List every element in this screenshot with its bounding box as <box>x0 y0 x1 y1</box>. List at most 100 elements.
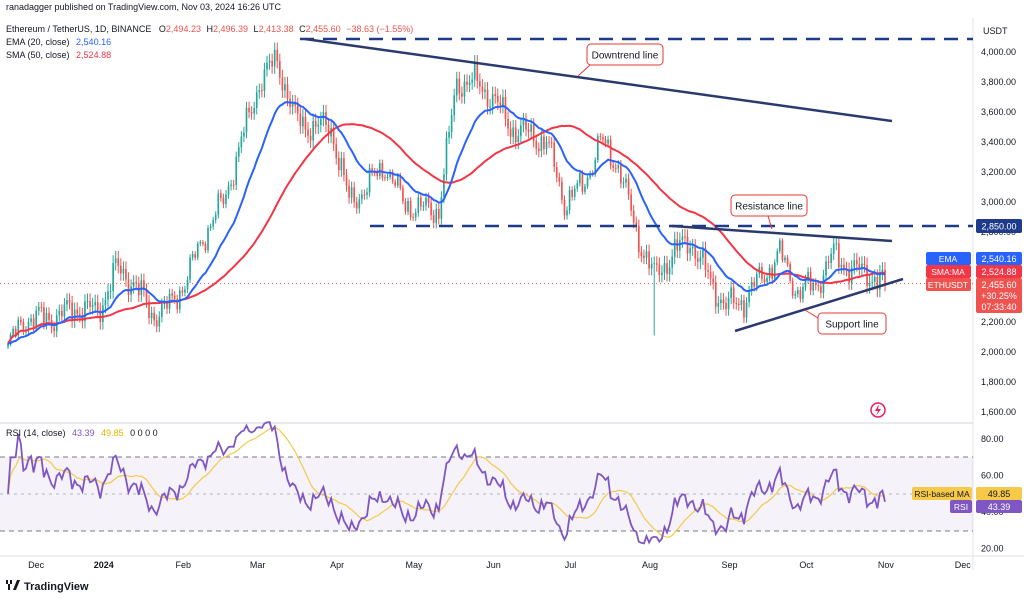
candle-body <box>458 78 461 94</box>
candle-body <box>553 142 556 167</box>
candle-body <box>173 295 176 300</box>
candle-body <box>840 264 843 268</box>
time-tick-label: Aug <box>642 560 658 570</box>
sma-tag-label: SMA:MA <box>931 267 965 277</box>
candle-body <box>409 200 412 217</box>
resistance-callout: Resistance line <box>730 194 808 230</box>
support-line <box>734 277 904 333</box>
candle-body <box>340 158 343 171</box>
time-tick-label: Dec <box>28 560 45 570</box>
candle-body <box>337 157 340 171</box>
candle-body <box>602 137 604 140</box>
candle-body <box>704 248 707 271</box>
candle-body <box>12 328 14 335</box>
candle-body <box>691 246 694 249</box>
candle-body <box>296 105 299 114</box>
candle-body <box>545 141 548 150</box>
candle-body <box>453 95 456 116</box>
price-tick-label: 3,200.00 <box>981 167 1016 177</box>
candle-body <box>148 301 150 319</box>
candle-body <box>281 77 284 91</box>
candle-body <box>484 89 486 92</box>
candle-body <box>753 281 756 287</box>
candle-body <box>127 279 130 295</box>
candle-body <box>384 177 386 179</box>
candle-body <box>645 251 648 258</box>
published-note: ranadagger published on TradingView.com,… <box>6 2 282 12</box>
candle-body <box>314 121 317 127</box>
candle-body <box>417 197 420 213</box>
candle-body <box>632 210 635 223</box>
candle-body <box>119 265 122 274</box>
candle-body <box>320 119 322 125</box>
close-value: 2,455.60 <box>306 24 341 34</box>
candle-body <box>299 113 302 127</box>
candle-body <box>673 239 676 257</box>
legend-symbol: Ethereum / TetherUS, 1D, BINANCE O2,494.… <box>6 24 413 34</box>
candle-body <box>740 300 743 306</box>
candle-body <box>571 189 573 197</box>
time-tick-label: Mar <box>250 560 266 570</box>
candle-body <box>245 107 248 133</box>
candle-body <box>548 141 550 143</box>
candle-body <box>835 243 838 245</box>
candle-body <box>696 258 699 262</box>
candle-body <box>27 321 30 330</box>
sma-legend-label: SMA (50, close) <box>6 50 70 60</box>
candle-body <box>81 315 84 322</box>
candle-body <box>263 69 266 91</box>
level-2850-tag: 2,850.00 <box>976 219 1022 233</box>
candle-body <box>61 310 63 317</box>
candle-body <box>35 310 38 328</box>
candle-body <box>378 163 381 177</box>
candle-body <box>232 184 235 186</box>
candle-body <box>879 272 881 290</box>
candle-body <box>22 322 25 332</box>
candle-body <box>537 148 540 152</box>
candle-body <box>227 185 230 195</box>
candle-body <box>381 163 384 178</box>
candle-body <box>448 132 450 138</box>
candle-body <box>350 187 353 198</box>
candle-body <box>779 240 781 252</box>
candle-body <box>371 168 373 172</box>
candle-body <box>176 299 179 310</box>
candle-body <box>278 61 281 78</box>
candle-body <box>7 343 9 347</box>
sma-axis-tag: SMA:MA 2,524.88 <box>926 265 1022 278</box>
candle-body <box>822 275 825 293</box>
candle-body <box>63 304 66 317</box>
candle-body <box>143 280 145 291</box>
candle-body <box>186 279 189 290</box>
candle-body <box>540 136 543 152</box>
candle-body <box>814 283 817 286</box>
candle-body <box>194 254 197 258</box>
candle-body <box>386 177 389 179</box>
candle-body <box>825 261 827 276</box>
candle-body <box>679 240 681 251</box>
time-tick-label: Jun <box>486 560 501 570</box>
event-marker-icon[interactable] <box>870 402 886 418</box>
candle-body <box>394 181 397 186</box>
rsi-ma-tag-value: 49.85 <box>988 489 1011 499</box>
candle-body <box>348 185 350 198</box>
candle-body <box>68 300 71 303</box>
candle-body <box>881 269 884 273</box>
candle-body <box>884 269 886 284</box>
rsi-legend-zeros: 0 0 0 0 <box>130 428 158 438</box>
candle-body <box>230 184 232 186</box>
candle-body <box>832 243 835 254</box>
candle-body <box>312 121 314 141</box>
candle-body <box>768 267 771 278</box>
candle-body <box>145 290 148 302</box>
candle-body <box>271 60 273 67</box>
candle-body <box>722 299 725 304</box>
candle-body <box>781 240 784 261</box>
candle-body <box>607 139 609 144</box>
candle-body <box>427 197 430 203</box>
price-tick-label: 2,000.00 <box>981 347 1016 357</box>
candle-body <box>153 312 155 321</box>
candle-body <box>627 178 630 195</box>
candle-body <box>479 81 481 87</box>
candle-body <box>78 314 81 316</box>
